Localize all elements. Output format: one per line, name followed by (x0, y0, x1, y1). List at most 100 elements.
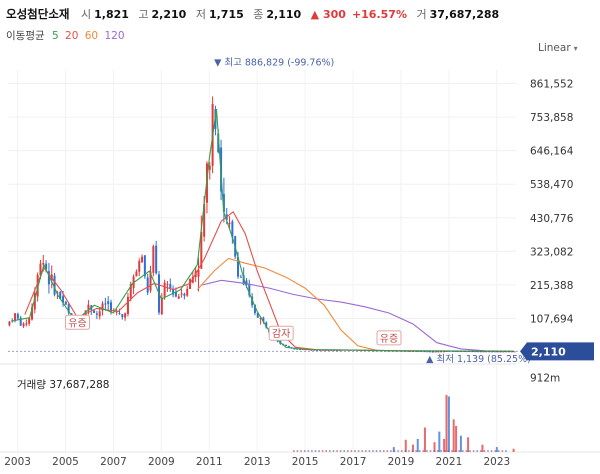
volume-bar (455, 425, 458, 452)
volume-label: 거 (416, 8, 427, 21)
volume-bar (452, 419, 455, 452)
moving-average-legend[interactable]: 이동평균 5 20 60 120 (6, 28, 125, 43)
candle-body (118, 313, 121, 315)
candle-body (248, 284, 251, 296)
volume-bar (429, 450, 432, 452)
candle-body (87, 304, 90, 312)
candle-body (265, 322, 268, 328)
candle-body (287, 345, 290, 348)
high-annotation: ▼ 최고 886,829 (-99.76%) (214, 58, 334, 69)
ma5-label[interactable]: 5 (51, 30, 59, 42)
high-value: 2,210 (151, 8, 187, 21)
candle-body (16, 314, 19, 319)
event-marker-label: 유증 (380, 333, 398, 345)
candle-body (284, 344, 287, 346)
scale-mode-toggle[interactable]: Linear ▾ (538, 42, 578, 54)
candle-body (330, 350, 333, 352)
candle-body (172, 288, 175, 295)
candle-body (67, 304, 70, 313)
candle-body (338, 350, 341, 352)
current-price-badge (520, 342, 594, 361)
time-tick-label: 2019 (388, 456, 415, 468)
candle-body (237, 256, 240, 277)
candle-body (95, 313, 98, 315)
price-tick-label: 430,776 (530, 213, 574, 225)
volume-bar (440, 450, 443, 452)
candle-body (135, 271, 138, 277)
ma60-label[interactable]: 60 (84, 30, 99, 42)
volume-bar (447, 396, 450, 452)
candle-body (149, 271, 152, 291)
volume-bar (472, 450, 475, 452)
volume-bar (392, 447, 395, 452)
candle-body (8, 321, 11, 326)
candle-body (316, 349, 319, 351)
change-percent: +16.57% (351, 8, 407, 21)
candle-body (228, 222, 231, 225)
ma-line-120 (201, 279, 514, 352)
candle-body (491, 351, 494, 353)
candle-body (146, 277, 149, 293)
volume-bar (347, 450, 349, 452)
event-marker-box (268, 325, 294, 341)
price-tick-label: 646,164 (530, 146, 574, 158)
chevron-down-icon: ▾ (573, 44, 578, 53)
volume-bar (462, 450, 464, 452)
candle-body (180, 293, 183, 295)
volume-bar (336, 450, 338, 452)
volume-bar (418, 450, 421, 452)
candle-body (36, 274, 39, 297)
candle-body (53, 275, 56, 295)
candle-body (505, 351, 508, 353)
candle-body (496, 351, 499, 353)
candle-body (299, 349, 302, 351)
candle-body (256, 312, 259, 318)
volume-bar (498, 450, 500, 452)
event-marker: 유증 (64, 314, 90, 330)
volume-bar (404, 439, 407, 452)
candle-body (28, 318, 31, 324)
candle-body (64, 301, 67, 305)
candle-body (191, 276, 194, 283)
candle-body (203, 203, 206, 237)
stock-header: 오성첨단소재 시 1,821 고 2,210 저 1,715 종 2,110 ▲ 300… (6, 5, 596, 23)
volume-bar (444, 450, 446, 452)
volume-bar (465, 450, 468, 452)
volume-bar (426, 450, 428, 452)
price-tick-label: 538,470 (530, 179, 573, 191)
stock-name: 오성첨단소재 (6, 7, 70, 21)
scale-mode-label: Linear (538, 42, 571, 54)
volume-bar (433, 450, 435, 452)
candle-body (101, 303, 104, 311)
candle-body (259, 317, 262, 320)
time-tick-label: 2007 (100, 456, 127, 468)
volume-bar (501, 450, 504, 452)
volume-bar (368, 450, 371, 452)
ma20-label[interactable]: 20 (65, 30, 79, 42)
volume-pane-label: 거래량 37,687,288 (17, 379, 109, 391)
volume-bar (467, 437, 470, 452)
open-label: 시 (80, 8, 92, 21)
volume-bar (332, 450, 335, 452)
volume-bar (476, 450, 478, 452)
candle-body (186, 288, 189, 296)
candle-body (217, 133, 220, 153)
candle-body (22, 323, 25, 327)
candle-body (335, 350, 338, 352)
ma120-label[interactable]: 120 (104, 30, 125, 42)
time-tick-label: 2015 (292, 456, 319, 468)
candle-body (19, 317, 22, 326)
volume-bar (311, 450, 313, 452)
candle-body (143, 255, 146, 277)
candle-body (183, 293, 186, 296)
event-marker-label: 유증 (68, 317, 86, 329)
candle-body (141, 256, 144, 263)
candle-body (138, 261, 141, 272)
time-tick-label: 2013 (244, 456, 271, 468)
time-tick-label: 2021 (436, 456, 463, 468)
ma-title: 이동평균 (6, 30, 45, 42)
candle-body (321, 349, 324, 351)
low-label: 저 (195, 8, 206, 21)
event-marker: 유증 (376, 330, 402, 346)
